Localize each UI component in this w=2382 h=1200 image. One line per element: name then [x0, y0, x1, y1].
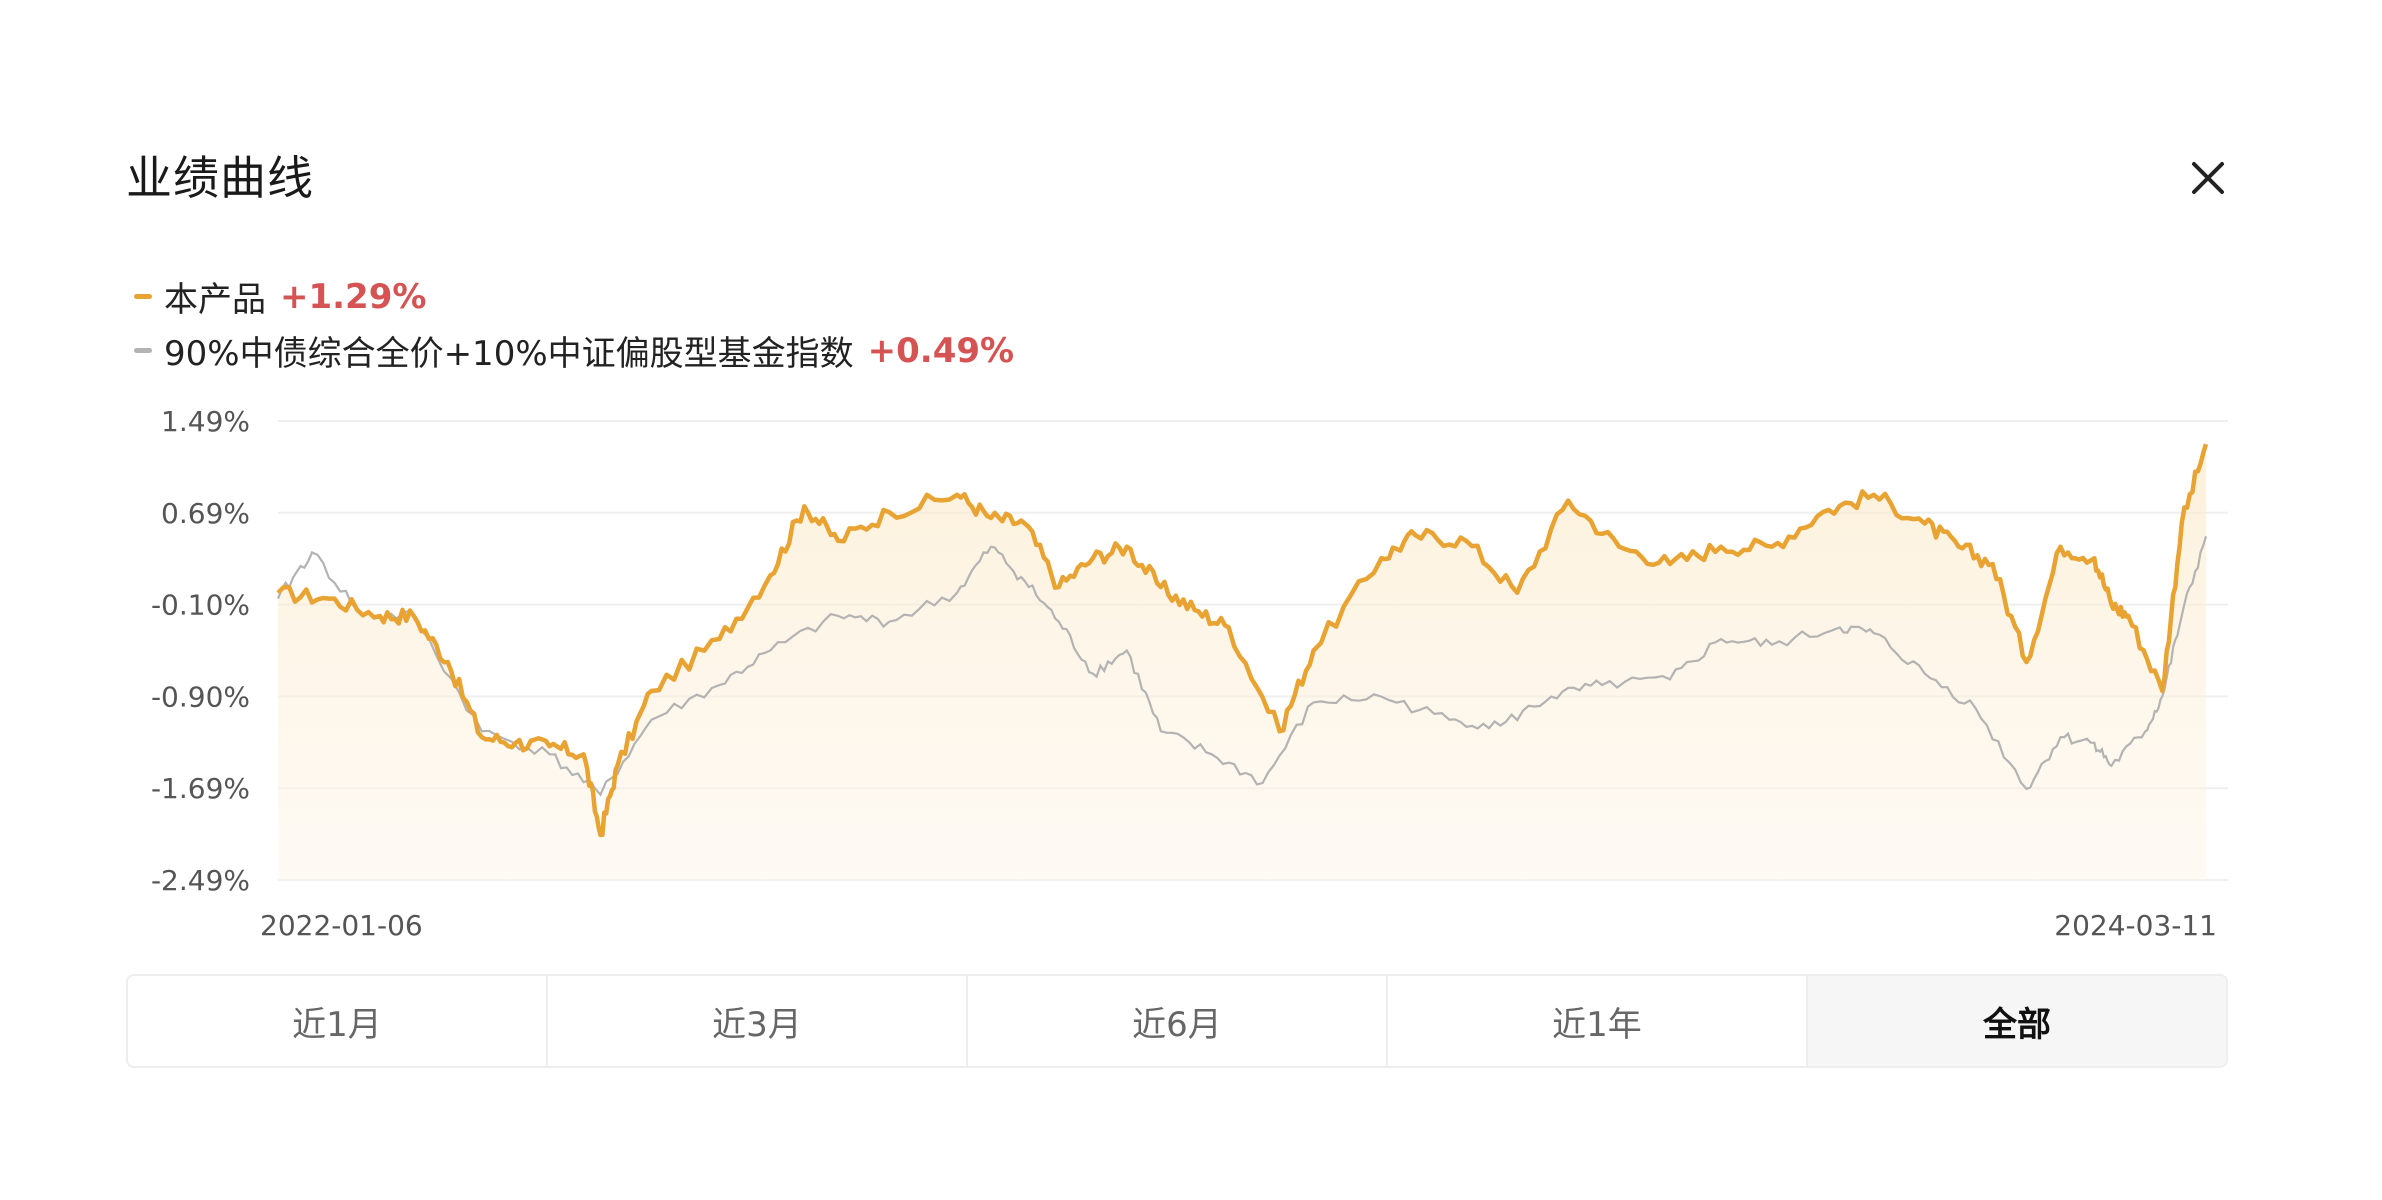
- tab-all[interactable]: 全部: [1808, 976, 2226, 1066]
- y-tick-label: -1.69%: [151, 772, 250, 805]
- x-tick-label: 2024-03-11: [2054, 909, 2217, 942]
- legend-swatch-product: [134, 294, 152, 299]
- legend-name: 90%中债综合全价+10%中证偏股型基金指数: [164, 334, 854, 374]
- product-line: [276, 443, 2209, 838]
- close-icon[interactable]: [2186, 156, 2230, 200]
- tab-3-months[interactable]: 近3月: [548, 976, 968, 1066]
- benchmark-line: [276, 535, 2208, 797]
- legend-swatch-benchmark: [134, 348, 152, 353]
- legend-name: 本产品: [164, 280, 266, 320]
- page-title: 业绩曲线: [126, 151, 314, 205]
- legend-change: +0.49%: [867, 330, 1015, 371]
- y-tick-label: -0.90%: [151, 680, 250, 713]
- tab-1-month[interactable]: 近1月: [128, 976, 548, 1066]
- tab-6-months[interactable]: 近6月: [968, 976, 1388, 1066]
- x-tick-label: 2022-01-06: [260, 909, 423, 942]
- legend-item-product: 本产品 +1.29%: [134, 272, 426, 321]
- performance-chart: 1.49% 0.69% -0.10% -0.90% -1.69% -2.49% 2022-…: [151, 405, 2228, 942]
- legend-item-benchmark: 90%中债综合全价+10%中证偏股型基金指数 +0.49%: [134, 326, 1014, 375]
- y-tick-label: 0.69%: [161, 497, 250, 530]
- y-tick-label: -2.49%: [151, 864, 250, 897]
- tab-1-year[interactable]: 近1年: [1388, 976, 1808, 1066]
- y-tick-label: -0.10%: [151, 589, 250, 622]
- y-tick-label: 1.49%: [161, 405, 250, 438]
- legend-change: +1.29%: [280, 276, 427, 317]
- period-tabs: 近1月 近3月 近6月 近1年 全部: [126, 974, 2228, 1068]
